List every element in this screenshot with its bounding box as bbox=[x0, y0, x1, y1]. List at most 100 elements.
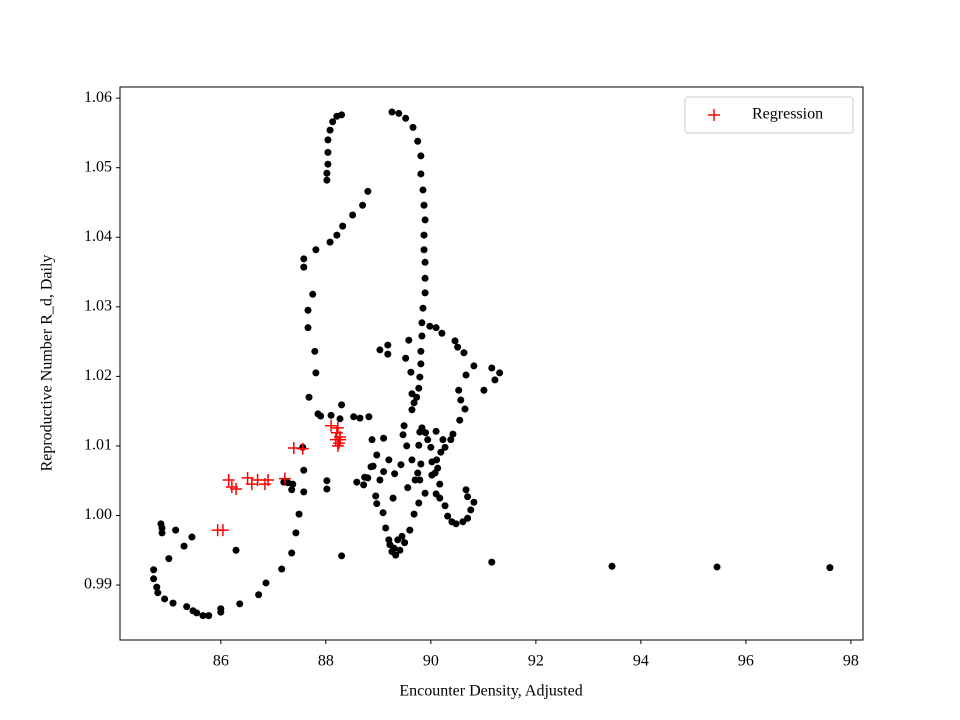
data-point bbox=[255, 591, 263, 599]
data-point bbox=[437, 448, 445, 456]
data-point bbox=[154, 589, 162, 597]
data-point bbox=[424, 436, 432, 444]
data-point bbox=[372, 492, 380, 500]
data-point bbox=[359, 201, 367, 209]
data-point bbox=[399, 431, 407, 439]
data-point bbox=[382, 524, 390, 532]
data-point bbox=[417, 170, 425, 178]
data-point bbox=[826, 564, 834, 572]
data-point bbox=[421, 489, 429, 497]
data-point bbox=[188, 533, 196, 541]
data-point bbox=[464, 514, 472, 522]
data-point bbox=[422, 429, 430, 437]
data-point bbox=[420, 246, 428, 254]
data-point bbox=[454, 343, 462, 351]
data-point bbox=[416, 428, 424, 436]
data-point bbox=[161, 595, 169, 603]
data-point bbox=[432, 427, 440, 435]
y-tick-label: 1.02 bbox=[84, 367, 112, 384]
y-tick-label: 1.04 bbox=[84, 228, 112, 245]
data-point bbox=[462, 371, 470, 379]
data-point bbox=[333, 231, 341, 239]
data-point bbox=[407, 368, 415, 376]
x-tick-label: 86 bbox=[213, 653, 229, 670]
data-point bbox=[464, 493, 472, 501]
data-point bbox=[193, 609, 201, 617]
data-point bbox=[411, 476, 419, 484]
data-point bbox=[158, 529, 166, 537]
data-point bbox=[421, 216, 429, 224]
data-point bbox=[421, 258, 429, 266]
data-point bbox=[397, 461, 405, 469]
data-point bbox=[491, 376, 499, 384]
data-point bbox=[391, 470, 399, 478]
data-point bbox=[349, 211, 357, 219]
data-point bbox=[288, 486, 296, 494]
data-point bbox=[389, 494, 397, 502]
data-point bbox=[436, 480, 444, 488]
data-point bbox=[417, 347, 425, 355]
data-point bbox=[392, 551, 400, 559]
data-point bbox=[452, 520, 460, 528]
y-tick-label: 0.99 bbox=[84, 576, 112, 593]
regression-point bbox=[331, 421, 344, 434]
data-point bbox=[402, 114, 410, 122]
data-point bbox=[300, 466, 308, 474]
data-point bbox=[436, 494, 444, 502]
data-point bbox=[408, 390, 416, 398]
data-point bbox=[376, 346, 384, 354]
data-point bbox=[336, 415, 344, 423]
data-point bbox=[295, 510, 303, 518]
data-point bbox=[457, 396, 465, 404]
data-point bbox=[398, 532, 406, 540]
data-point bbox=[350, 413, 358, 421]
data-point bbox=[329, 118, 337, 126]
data-point bbox=[384, 350, 392, 358]
data-point bbox=[217, 605, 225, 613]
data-point bbox=[324, 148, 332, 156]
data-point bbox=[470, 362, 478, 370]
data-point bbox=[317, 412, 325, 420]
data-point bbox=[300, 488, 308, 496]
data-point bbox=[373, 451, 381, 459]
data-point bbox=[419, 304, 427, 312]
legend-marker bbox=[708, 109, 720, 121]
data-point bbox=[323, 169, 331, 177]
data-point bbox=[323, 485, 331, 493]
data-point bbox=[153, 583, 161, 591]
data-point bbox=[421, 289, 429, 297]
data-point bbox=[420, 201, 428, 209]
data-point bbox=[439, 436, 447, 444]
data-point bbox=[311, 347, 319, 355]
regression-point bbox=[241, 471, 254, 484]
x-tick-label: 90 bbox=[423, 653, 439, 670]
data-point bbox=[408, 456, 416, 464]
data-point bbox=[180, 542, 188, 550]
data-point bbox=[327, 411, 335, 419]
data-point bbox=[462, 486, 470, 494]
legend-label: Regression bbox=[752, 106, 823, 123]
data-point bbox=[415, 441, 423, 449]
data-point bbox=[390, 544, 398, 552]
data-point bbox=[364, 187, 372, 195]
data-point bbox=[172, 526, 180, 534]
data-point bbox=[420, 231, 428, 239]
data-point bbox=[409, 123, 417, 131]
data-point bbox=[456, 416, 464, 424]
data-point bbox=[460, 349, 468, 357]
data-point bbox=[451, 337, 459, 345]
data-point bbox=[447, 436, 455, 444]
data-point bbox=[199, 612, 207, 620]
data-point bbox=[232, 546, 240, 554]
regression-point bbox=[325, 419, 338, 432]
data-point bbox=[417, 360, 425, 368]
data-point bbox=[326, 126, 334, 134]
y-tick-label: 1.06 bbox=[84, 89, 112, 106]
y-tick-label: 1.01 bbox=[84, 437, 112, 454]
data-point bbox=[379, 509, 387, 517]
data-point bbox=[432, 324, 440, 332]
regression-point bbox=[262, 474, 275, 487]
data-point bbox=[338, 401, 346, 409]
data-point bbox=[404, 484, 412, 492]
data-point bbox=[304, 306, 312, 314]
